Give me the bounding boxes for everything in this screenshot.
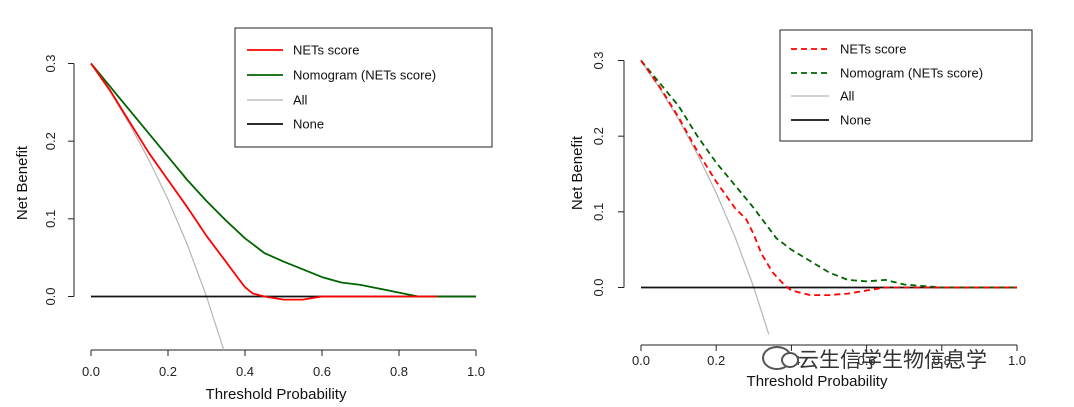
y-tick-label: 0.2	[591, 127, 606, 145]
x-tick-label: 0.6	[858, 353, 876, 368]
x-tick-label: 0.6	[313, 364, 331, 379]
y-tick-label: 0.1	[591, 203, 606, 221]
legend: NETs score Nomogram (NETs score) All None	[779, 29, 1033, 142]
series-line-nets-score	[640, 59, 1017, 297]
watermark-text: 云生信学生物信息学	[798, 348, 987, 372]
series-group	[640, 59, 1017, 335]
legend-label: Nomogram (NETs score)	[840, 66, 983, 81]
x-tick-label: 0.4	[236, 364, 254, 379]
legend-box	[234, 27, 493, 148]
legend: NETs score Nomogram (NETs score) All None	[234, 27, 493, 148]
x-tick-label: 0.8	[390, 364, 408, 379]
series-line-nomogram-nets-score	[90, 62, 476, 298]
series-line-all	[90, 63, 225, 350]
y-tick-label: 0.0	[591, 278, 606, 296]
y-tick-label: 0.2	[43, 132, 58, 150]
y-tick-label: 0.0	[43, 287, 58, 305]
series-line-all	[640, 60, 770, 335]
x-tick-label: 0.2	[159, 364, 177, 379]
x-tick-label: 0.2	[707, 353, 725, 368]
legend-label: NETs score	[293, 43, 359, 58]
chart-left: 0.0 0.2 0.4 0.6 0.8 1.0 0.0 0.1 0.2 0.3 Threshold …	[14, 27, 493, 403]
x-tick-label: 0.0	[82, 364, 100, 379]
y-tick-label: 0.1	[43, 210, 58, 228]
x-tick-label: 1.0	[1008, 353, 1026, 368]
series-line-nets-score	[90, 62, 438, 301]
y-tick-label: 0.3	[591, 51, 606, 69]
legend-label: Nomogram (NETs score)	[293, 68, 436, 83]
chart-right: 0.0 0.2 0.4 0.6 0.8 1.00.00.10.20.3Threshold …	[569, 29, 1033, 390]
series-line-nomogram-nets-score	[640, 59, 1017, 289]
legend-label: None	[293, 117, 324, 132]
x-axis-title: Threshold Probability	[747, 373, 888, 390]
y-axis-title: Net Benefit	[569, 135, 586, 210]
y-tick-label: 0.3	[43, 54, 58, 72]
x-tick-label: 1.0	[467, 364, 485, 379]
x-tick-label: 0.8	[933, 353, 951, 368]
watermark: 云生信学生物信息学	[762, 344, 987, 374]
legend-label: None	[840, 113, 871, 128]
legend-label: NETs score	[840, 42, 906, 57]
wechat-icon	[762, 346, 799, 370]
y-axis-title: Net Benefit	[14, 145, 31, 220]
series-group	[90, 62, 476, 350]
x-tick-label: 0.0	[632, 353, 650, 368]
legend-label: All	[840, 89, 855, 104]
legend-label: All	[293, 93, 308, 108]
x-axis-title: Threshold Probability	[206, 386, 347, 403]
